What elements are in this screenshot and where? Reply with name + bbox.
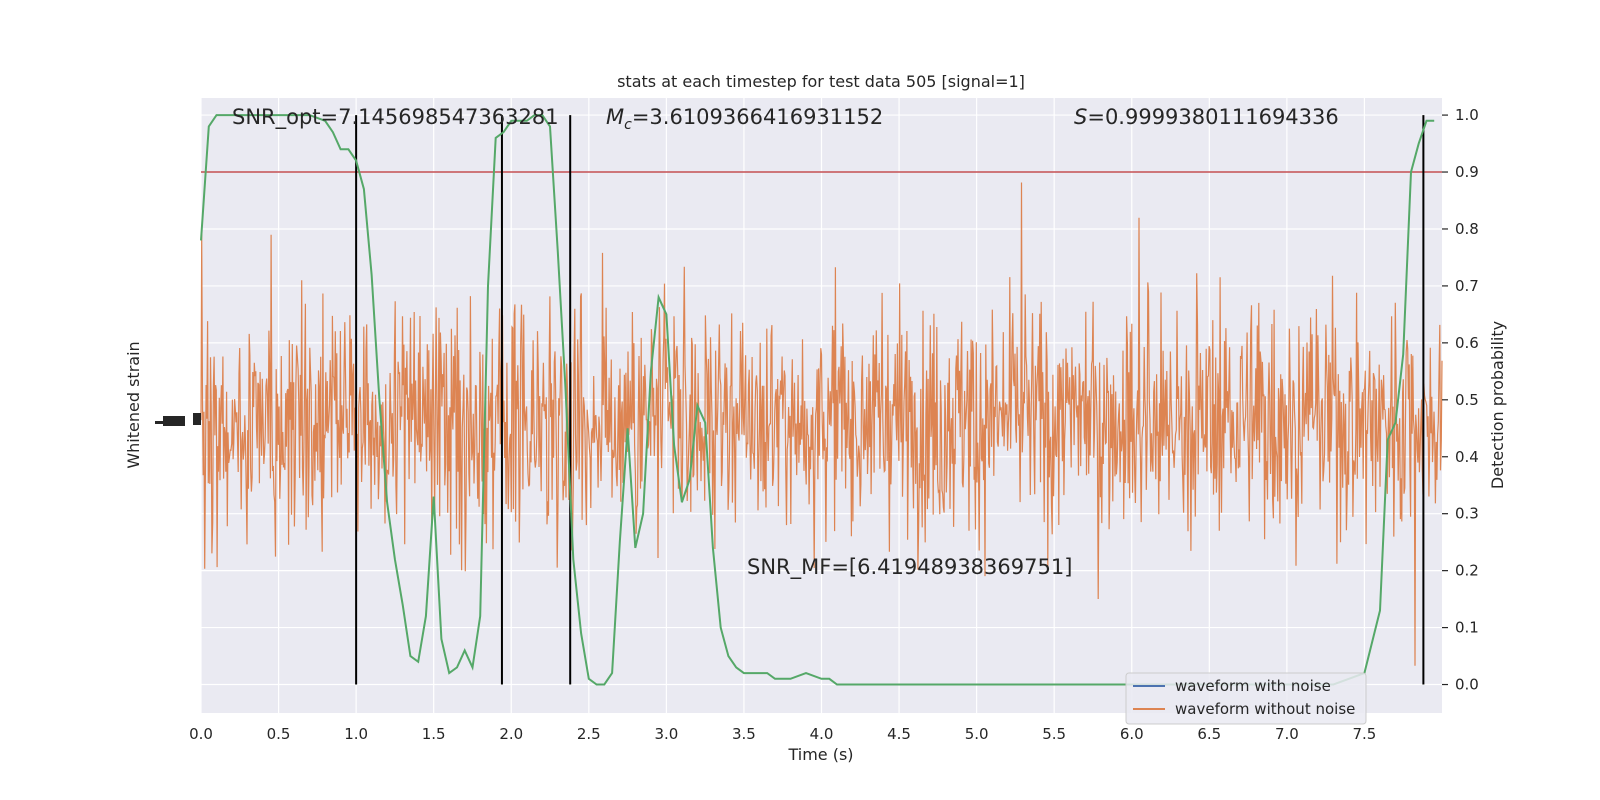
waveform-without-noise-series bbox=[200, 182, 1443, 666]
right-tick-label: 1.0 bbox=[1455, 106, 1479, 124]
right-tick-label: 0.5 bbox=[1455, 391, 1479, 409]
x-tick-label: 7.5 bbox=[1353, 725, 1377, 743]
x-tick-label: 4.5 bbox=[887, 725, 911, 743]
x-tick-label: 7.0 bbox=[1275, 725, 1299, 743]
x-tick-label: 5.0 bbox=[965, 725, 989, 743]
right-tick-label: 0.3 bbox=[1455, 505, 1479, 523]
right-tick-label: 0.9 bbox=[1455, 163, 1479, 181]
legend: waveform with noise waveform without noi… bbox=[1125, 672, 1367, 725]
x-tick-label: 0.5 bbox=[267, 725, 291, 743]
left-axis-label: Whitened strain bbox=[124, 341, 143, 468]
right-tick-label: 0.4 bbox=[1455, 448, 1479, 466]
noise-trace bbox=[200, 182, 1443, 666]
snr-opt-annotation: SNR_opt=7.145698547363281 bbox=[232, 105, 559, 130]
s-annotation: S=0.9999380111694336 bbox=[1074, 105, 1339, 129]
right-tick-label: 0.8 bbox=[1455, 220, 1479, 238]
snr-mf-annotation: SNR_MF=[6.41948938369751] bbox=[747, 555, 1072, 580]
x-tick-label: 1.5 bbox=[422, 725, 446, 743]
chirp-mass-annotation: Mc=3.6109366416931152 bbox=[606, 105, 883, 133]
chart-title: stats at each timestep for test data 505… bbox=[617, 72, 1025, 91]
legend-label-with-noise: waveform with noise bbox=[1175, 677, 1331, 695]
event-markers bbox=[355, 115, 1425, 685]
x-tick-label: 3.5 bbox=[732, 725, 756, 743]
right-axis-label: Detection probability bbox=[1488, 321, 1507, 489]
left-axis-stub bbox=[155, 413, 201, 426]
right-axis-ticks: 0.0 0.1 0.2 0.3 0.4 0.5 0.6 0.7 0.8 0.9 1.0 bbox=[1442, 106, 1479, 694]
right-tick-label: 0.0 bbox=[1455, 676, 1479, 694]
x-tick-label: 6.0 bbox=[1120, 725, 1144, 743]
right-tick-label: 0.1 bbox=[1455, 619, 1479, 637]
x-tick-label: 5.5 bbox=[1042, 725, 1066, 743]
x-tick-label: 4.0 bbox=[810, 725, 834, 743]
x-tick-label: 6.5 bbox=[1197, 725, 1221, 743]
x-tick-label: 2.0 bbox=[499, 725, 523, 743]
right-tick-label: 0.2 bbox=[1455, 562, 1479, 580]
x-tick-label: 3.0 bbox=[654, 725, 678, 743]
right-tick-label: 0.6 bbox=[1455, 334, 1479, 352]
x-axis-ticks: 0.0 0.5 1.0 1.5 2.0 2.5 3.0 3.5 4.0 4.5 5.0 5.5 6.0 6… bbox=[189, 725, 1376, 743]
legend-box bbox=[1125, 672, 1367, 725]
x-axis-label: Time (s) bbox=[787, 745, 853, 764]
right-tick-label: 0.7 bbox=[1455, 277, 1479, 295]
detection-probability-series bbox=[200, 114, 1435, 686]
x-tick-label: 1.0 bbox=[344, 725, 368, 743]
x-tick-label: 0.0 bbox=[189, 725, 213, 743]
x-tick-label: 2.5 bbox=[577, 725, 601, 743]
legend-label-without-noise: waveform without noise bbox=[1175, 700, 1355, 718]
